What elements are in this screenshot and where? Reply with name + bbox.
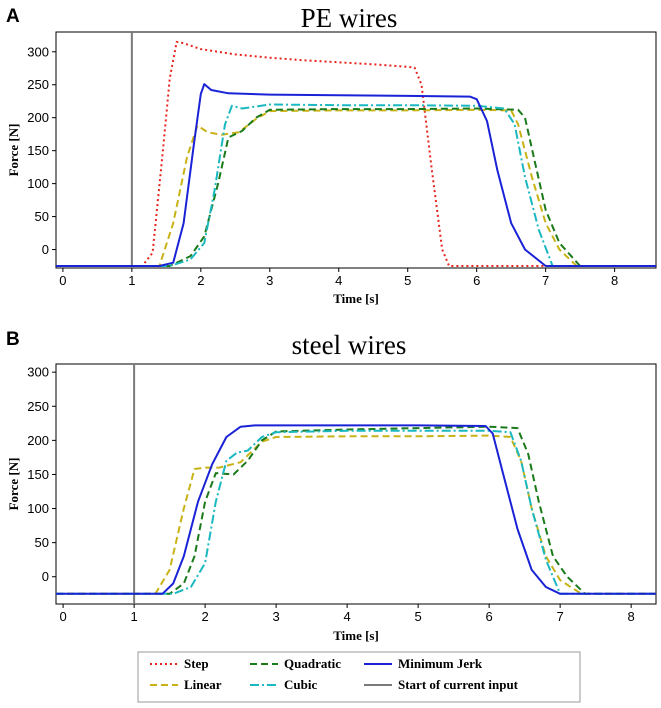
panel-b-ytick-label: 100 (27, 501, 49, 516)
panel-a-xlabel: Time [s] (333, 291, 379, 306)
legend-label-minimum-jerk: Minimum Jerk (398, 656, 483, 671)
panel-letter-b: B (6, 329, 20, 350)
panel-a-ytick-label: 0 (42, 242, 49, 257)
panel-a-series-linear (56, 108, 656, 267)
panel-b-xtick-label: 3 (273, 609, 280, 624)
panel-a-xtick-label: 7 (542, 273, 549, 288)
panel-b-xlabel: Time [s] (333, 628, 379, 643)
panel-a-xtick-label: 4 (335, 273, 342, 288)
panel-b-xtick-label: 6 (486, 609, 493, 624)
panel-a-title: PE wires (301, 3, 398, 33)
panel-b: B steel wires 0 1 2 3 4 5 6 7 8 0 50 100 150 200 250 30… (6, 329, 657, 643)
panel-b-xtick-label: 7 (557, 609, 564, 624)
panel-b-series (56, 364, 656, 604)
panel-b-ytick-label: 50 (35, 535, 49, 550)
panel-b-xtick-label: 8 (628, 609, 635, 624)
panel-a-xtick-label: 5 (404, 273, 411, 288)
panel-a-xtick-label: 3 (266, 273, 273, 288)
panel-b-ticks: 0 1 2 3 4 5 6 7 8 0 50 100 150 200 250 300 (27, 365, 634, 624)
panel-a-ytick-label: 300 (27, 44, 49, 59)
panel-a-ytick-label: 200 (27, 110, 49, 125)
panel-b-xtick-label: 5 (415, 609, 422, 624)
panel-a-xtick-label: 2 (197, 273, 204, 288)
panel-a-ytick-label: 100 (27, 176, 49, 191)
panel-a-series-cubic (56, 103, 656, 267)
legend-label-linear: Linear (184, 677, 222, 692)
panel-b-xtick-label: 0 (59, 609, 66, 624)
panel-b-axes-frame (55, 363, 657, 605)
panel-b-series-cubic (56, 429, 656, 595)
legend-box (137, 651, 581, 703)
panel-a-series-step (56, 40, 656, 267)
panel-b-series-minimum-jerk (56, 424, 656, 595)
panel-letter-a: A (6, 6, 20, 27)
panel-b-series-linear (56, 434, 656, 595)
panel-b-ytick-label: 250 (27, 399, 49, 414)
panel-a-ticks: 0 1 2 3 4 5 6 7 8 0 50 100 150 200 250 300 (27, 44, 618, 288)
legend-label-quadratic: Quadratic (284, 656, 341, 671)
panel-a-ytick-label: 150 (27, 143, 49, 158)
panel-a-ytick-label: 250 (27, 77, 49, 92)
legend-label-step: Step (184, 656, 209, 671)
panel-b-title: steel wires (292, 330, 407, 360)
panel-b-ytick-label: 200 (27, 433, 49, 448)
legend: Step Linear Quadratic Cubic Minimum Jerk Star… (137, 651, 581, 703)
panel-b-xtick-label: 1 (130, 609, 137, 624)
panel-a-xtick-label: 6 (473, 273, 480, 288)
legend-label-start-of-current-input: Start of current input (398, 677, 519, 692)
panel-a-xtick-label: 8 (611, 273, 618, 288)
panel-b-series-quadratic (56, 425, 656, 595)
panel-a-series-minimum-jerk (56, 83, 656, 267)
panel-a-axes-frame (55, 31, 657, 269)
panel-b-ytick-label: 300 (27, 365, 49, 380)
panel-b-xtick-label: 4 (344, 609, 351, 624)
panel-a-xtick-label: 1 (128, 273, 135, 288)
panel-a-series-quadratic (56, 107, 656, 267)
panel-a-xtick-label: 0 (59, 273, 66, 288)
panel-b-xtick-label: 2 (201, 609, 208, 624)
panel-a-series (56, 32, 656, 268)
panel-a-ylabel: Force [N] (6, 124, 21, 177)
legend-label-cubic: Cubic (284, 677, 317, 692)
panel-a-ytick-label: 50 (35, 209, 49, 224)
panel-a: A PE wires 0 1 2 3 4 5 6 7 8 0 50 100 150 200 250 300 T… (6, 3, 657, 306)
panel-b-ytick-label: 150 (27, 467, 49, 482)
panel-b-ylabel: Force [N] (6, 458, 21, 511)
panel-b-ytick-label: 0 (42, 569, 49, 584)
